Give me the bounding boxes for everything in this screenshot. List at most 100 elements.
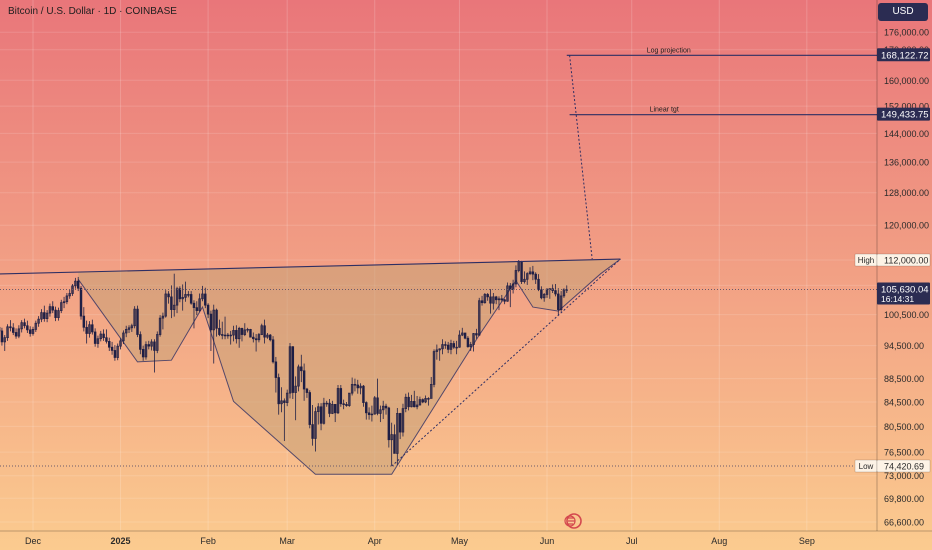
candle-body <box>223 334 227 337</box>
candle-body <box>314 411 317 439</box>
candle-body <box>562 289 566 297</box>
candle-body <box>452 343 456 348</box>
candle-body <box>218 327 221 335</box>
candle-body <box>37 318 40 324</box>
candle-body <box>122 332 125 342</box>
time-tick-label: 2025 <box>111 536 131 546</box>
candle-body <box>147 344 151 347</box>
candle-body <box>136 308 139 335</box>
candle-body <box>480 300 484 304</box>
tradingview-logo-icon[interactable] <box>560 513 588 529</box>
candle-body <box>14 332 18 337</box>
candle-body <box>226 334 230 337</box>
candle-body <box>232 330 235 336</box>
candle-body <box>297 366 300 387</box>
candle-body <box>48 306 52 314</box>
candle-body <box>74 280 77 287</box>
time-tick-label: Feb <box>200 536 216 546</box>
candle-body <box>85 326 88 334</box>
candle-body <box>441 344 444 350</box>
candle-body <box>362 385 365 403</box>
candle-body <box>401 408 405 433</box>
candle-body <box>444 344 447 346</box>
candle-body <box>288 346 292 394</box>
candle-body <box>113 350 117 358</box>
candle-body <box>257 334 261 341</box>
candle-body <box>283 400 286 403</box>
candle-body <box>407 396 410 408</box>
candle-body <box>503 299 506 302</box>
candle-body <box>285 392 289 403</box>
candle-body <box>427 398 430 400</box>
candle-body <box>263 325 266 338</box>
candle-body <box>348 392 351 406</box>
candle-body <box>40 312 43 320</box>
candle-body <box>164 293 167 317</box>
candle-body <box>404 396 408 409</box>
hl-value-text: 112,000.00 <box>884 256 928 266</box>
candle-body <box>99 333 103 340</box>
candle-body <box>294 385 297 393</box>
candle-body <box>463 332 467 339</box>
candle-body <box>325 402 328 405</box>
neckline <box>0 258 621 275</box>
candle-body <box>237 327 241 340</box>
candle-body <box>108 341 111 348</box>
candle-body <box>82 315 86 328</box>
price-tick-label: 160,000.00 <box>884 76 929 86</box>
candle-body <box>158 317 162 335</box>
candle-body <box>410 401 413 408</box>
target-label: Log projection <box>647 47 691 54</box>
candle-body <box>432 351 436 385</box>
candle-body <box>252 336 255 340</box>
price-tick-label: 144,000.00 <box>884 129 929 139</box>
candle-body <box>280 400 283 405</box>
candle-body <box>455 346 458 349</box>
candle-body <box>93 331 97 344</box>
candle-body <box>396 413 399 454</box>
candle-body <box>356 384 360 389</box>
candle-body <box>91 324 94 333</box>
candle-body <box>274 361 278 378</box>
candle-body <box>370 413 374 416</box>
price-tick-label: 73,000.00 <box>884 471 924 481</box>
candle-body <box>243 329 247 335</box>
candle-body <box>429 384 433 399</box>
candle-body <box>119 340 122 347</box>
candle-body <box>350 384 354 394</box>
candle-body <box>170 296 173 310</box>
candle-body <box>181 296 184 300</box>
candle-body <box>333 404 337 414</box>
candle-body <box>311 424 314 439</box>
candle-body <box>133 308 136 327</box>
candle-body <box>6 326 9 339</box>
candle-body <box>189 294 193 304</box>
time-tick-label: Apr <box>368 536 382 546</box>
price-tick-label: 136,000.00 <box>884 158 929 168</box>
candle-body <box>559 295 563 310</box>
candle-body <box>523 278 526 282</box>
candle-body <box>116 345 119 358</box>
candle-body <box>435 349 439 352</box>
candle-body <box>195 307 199 311</box>
candle-body <box>269 334 272 341</box>
candle-body <box>413 401 416 408</box>
candle-body <box>76 280 80 289</box>
candle-body <box>178 288 182 300</box>
currency-button[interactable]: USD <box>878 3 928 21</box>
candle-body <box>17 328 21 337</box>
price-tick-label: 69,800.00 <box>884 494 924 504</box>
candle-body <box>3 337 6 343</box>
candle-body <box>322 402 326 424</box>
candle-body <box>466 337 470 348</box>
candle-body <box>477 300 481 336</box>
candle-body <box>317 406 320 412</box>
candle-body <box>497 298 501 301</box>
candle-body <box>215 309 218 329</box>
candle-body <box>271 339 275 363</box>
candle-body <box>184 294 187 298</box>
candle-body <box>139 334 142 350</box>
candle-body <box>266 334 269 338</box>
